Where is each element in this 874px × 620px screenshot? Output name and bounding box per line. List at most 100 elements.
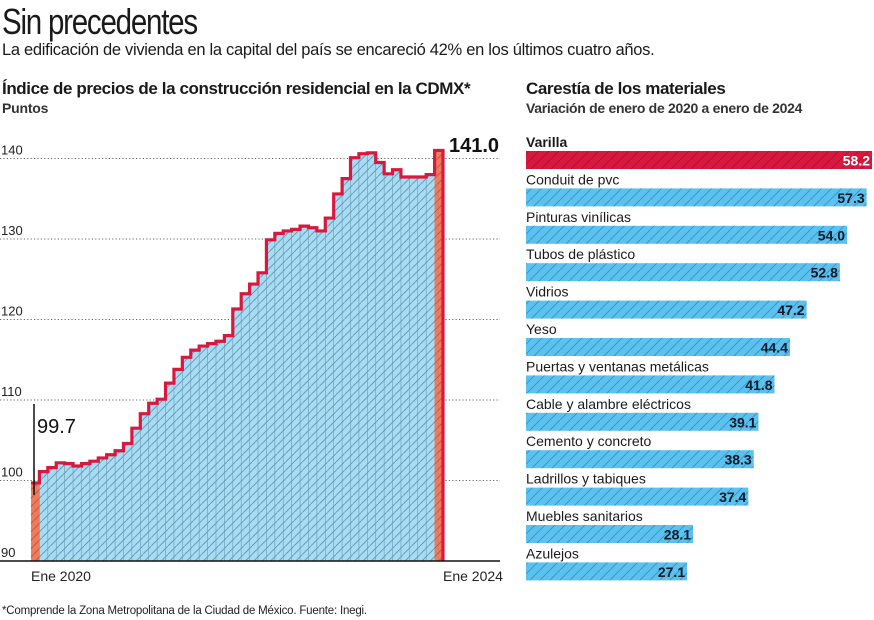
y-tick-label: 130 xyxy=(1,223,23,238)
bar xyxy=(526,338,790,356)
y-tick-label: 90 xyxy=(1,545,15,560)
x-tick-label-first: Ene 2020 xyxy=(31,568,91,584)
bar-category-label: Cable y alambre eléctricos xyxy=(526,396,691,412)
area-step xyxy=(257,272,268,562)
area-step xyxy=(375,162,385,562)
bar-value-label: 41.8 xyxy=(745,377,772,393)
area-step xyxy=(131,427,141,562)
bar-value-label: 39.1 xyxy=(729,414,756,430)
annotation-end-value: 141.0 xyxy=(449,135,499,157)
bar-category-label: Puertas y ventanas metálicas xyxy=(526,358,709,374)
area-step xyxy=(358,153,368,562)
area-step xyxy=(39,471,49,562)
area-step xyxy=(55,462,66,562)
bar xyxy=(526,487,749,506)
bar-category-label: Conduit de pvc xyxy=(526,171,619,187)
area-step xyxy=(89,460,99,562)
bar-value-label: 52.8 xyxy=(811,265,838,281)
area-step xyxy=(392,169,402,562)
area-step xyxy=(341,178,352,562)
area-step xyxy=(198,345,209,562)
area-step xyxy=(47,467,57,562)
bar-value-label: 58.2 xyxy=(843,153,870,169)
area-step xyxy=(249,283,259,562)
right-chart-subtitle: Variación de enero de 2020 a enero de 20… xyxy=(526,100,803,116)
area-step xyxy=(324,217,335,562)
area-step xyxy=(148,402,158,562)
area-step xyxy=(409,176,419,562)
bar-value-label: 27.1 xyxy=(658,564,685,580)
area-step xyxy=(72,465,83,562)
area-step xyxy=(425,174,436,562)
area-step xyxy=(173,369,183,562)
area-step xyxy=(215,340,225,562)
bar xyxy=(526,300,807,319)
area-step xyxy=(224,335,234,562)
bar xyxy=(526,263,840,282)
bar-highlight xyxy=(526,151,872,169)
y-tick-label: 140 xyxy=(1,143,23,158)
bar-value-label: 28.1 xyxy=(664,527,691,543)
bar xyxy=(526,562,688,581)
bar-category-label: Varilla xyxy=(526,134,567,150)
area-step xyxy=(274,233,284,562)
highlight-bar xyxy=(434,150,444,561)
bar-value-label: 57.3 xyxy=(837,190,864,206)
bar-value-label: 44.4 xyxy=(761,340,788,356)
left-chart-title: Índice de precios de la construcción res… xyxy=(2,79,471,98)
area-step xyxy=(240,293,251,562)
area-step xyxy=(316,230,326,562)
right-chart-title: Carestía de los materiales xyxy=(526,79,726,98)
bar xyxy=(526,450,754,469)
area-step xyxy=(106,454,116,562)
bar-category-label: Cemento y concreto xyxy=(526,433,651,449)
area-step xyxy=(182,357,192,562)
bar xyxy=(526,225,848,244)
bar-category-label: Muebles sanitarios xyxy=(526,508,643,524)
area-step xyxy=(123,443,133,562)
bar-value-label: 47.2 xyxy=(777,302,804,318)
area-step xyxy=(291,229,301,562)
area-step xyxy=(383,173,394,562)
bar xyxy=(526,188,867,207)
area-step xyxy=(266,239,276,562)
bar-value-label: 54.0 xyxy=(818,227,845,243)
area-step xyxy=(64,463,74,562)
page-subtitle: La edificación de vivienda en la capital… xyxy=(2,41,655,59)
area-step xyxy=(232,308,242,562)
area-step xyxy=(400,176,410,562)
x-tick-label-last: Ene 2024 xyxy=(443,568,503,584)
area-step xyxy=(190,349,200,562)
area-step xyxy=(367,152,377,562)
bar-value-label: 38.3 xyxy=(724,452,751,468)
area-step xyxy=(299,225,310,562)
bar-category-label: Azulejos xyxy=(526,545,579,561)
highlight-bar xyxy=(31,482,40,561)
area-step xyxy=(97,457,108,562)
page-title: Sin precedentes xyxy=(2,1,198,42)
area-step xyxy=(114,450,125,562)
index-step-line xyxy=(31,148,445,561)
area-step xyxy=(207,343,217,562)
area-step xyxy=(282,230,293,562)
bar-value-label: 37.4 xyxy=(719,489,746,505)
area-step xyxy=(81,463,91,562)
bar xyxy=(526,375,775,394)
bar-category-label: Yeso xyxy=(526,321,557,337)
area-step xyxy=(417,176,427,562)
bar-category-label: Vidrios xyxy=(526,284,569,300)
area-step xyxy=(308,227,318,562)
area-step xyxy=(156,398,167,562)
footnote: *Comprende la Zona Metropolitana de la C… xyxy=(2,605,367,617)
y-tick-label: 120 xyxy=(1,304,23,319)
bar xyxy=(526,412,759,431)
y-tick-label: 100 xyxy=(1,465,23,480)
area-step xyxy=(140,413,150,562)
area-step xyxy=(350,157,360,562)
bar-category-label: Pinturas vinílicas xyxy=(526,209,631,225)
y-tick-label: 110 xyxy=(1,384,22,399)
bar xyxy=(526,525,694,543)
area-step xyxy=(333,193,343,562)
annotation-start-value: 99.7 xyxy=(37,416,76,438)
